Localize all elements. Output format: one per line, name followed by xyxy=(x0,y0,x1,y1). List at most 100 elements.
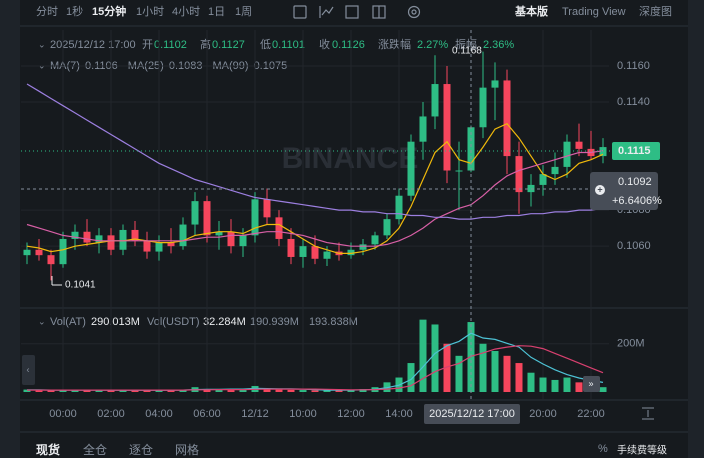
x-tick-label: 20:00 xyxy=(529,408,557,420)
scroll-right-arrow: » xyxy=(588,378,593,388)
candle-body xyxy=(215,231,223,236)
interval-button[interactable]: 4小时 xyxy=(172,5,200,18)
volume-bar xyxy=(179,389,187,392)
candle-body xyxy=(563,141,571,167)
header-label: 低 xyxy=(260,38,271,51)
fee-level[interactable]: 手续费等级 xyxy=(617,444,667,457)
candle-body xyxy=(83,231,91,243)
settings-icon[interactable] xyxy=(407,5,421,19)
view-button[interactable]: Trading View xyxy=(562,6,626,18)
candle-body xyxy=(551,166,559,175)
volume-bar xyxy=(467,322,475,392)
candle-body xyxy=(383,219,391,236)
interval-button[interactable]: 1小时 xyxy=(136,5,164,18)
fee-icon[interactable]: % xyxy=(598,443,608,455)
candle-body xyxy=(191,201,199,225)
indicator-icon[interactable] xyxy=(345,5,359,19)
header-label: 涨跌幅 xyxy=(378,37,411,51)
view-button[interactable]: 深度图 xyxy=(639,4,672,18)
volume-bar xyxy=(599,387,607,392)
last-price: 0.1115 xyxy=(618,145,650,157)
volume-bar xyxy=(59,389,67,392)
header-label: 开 xyxy=(142,39,153,51)
volume-ma-line xyxy=(27,345,604,391)
legend-value: 290.013M xyxy=(91,316,140,328)
tab[interactable]: 网格 xyxy=(175,442,199,457)
volume-bar xyxy=(299,390,307,392)
volume-bar xyxy=(347,389,355,392)
view-button-active[interactable]: 基本版 xyxy=(514,4,548,18)
x-tick-label: 12:00 xyxy=(337,408,365,420)
y-tick-label: 200M xyxy=(617,338,645,350)
candle-body xyxy=(227,231,235,247)
scroll-left-button[interactable] xyxy=(22,355,35,385)
volume-bar xyxy=(419,319,427,392)
candle-body xyxy=(419,116,427,142)
volume-bar xyxy=(443,343,451,392)
candle-body xyxy=(155,242,163,252)
collapse-arrow[interactable]: ⌄ xyxy=(38,316,46,326)
calendar-icon[interactable] xyxy=(293,5,307,19)
volume-bar xyxy=(131,390,139,392)
volume-bar xyxy=(143,390,151,392)
candle-body xyxy=(263,199,271,218)
candle-body xyxy=(467,127,475,171)
candle-body xyxy=(479,87,487,128)
volume-bar xyxy=(119,390,127,392)
volume-bar xyxy=(227,390,235,392)
volume-bar xyxy=(455,355,463,392)
add-order-plus: + xyxy=(597,184,602,194)
collapse-arrow[interactable]: ⌄ xyxy=(38,60,46,70)
header-value: 2.27% xyxy=(417,39,448,51)
candle-body xyxy=(59,238,67,265)
candle-body xyxy=(47,255,55,265)
y-tick-label: 0.1060 xyxy=(617,240,651,252)
volume-bar xyxy=(23,389,31,392)
crosshair-price-tag xyxy=(590,172,658,210)
tab-active[interactable]: 现货 xyxy=(36,442,60,457)
interval-button[interactable]: 1秒 xyxy=(66,4,83,18)
interval-button[interactable]: 分时 xyxy=(36,5,58,18)
legend-value: 193.838M xyxy=(309,316,358,328)
candle-body xyxy=(299,246,307,257)
settings-icon-center xyxy=(411,9,417,15)
volume-bar xyxy=(215,389,223,392)
candle-body xyxy=(251,199,259,236)
x-tick-label: 10:00 xyxy=(289,408,317,420)
candle-body xyxy=(287,238,295,257)
tab[interactable]: 全仓 xyxy=(83,442,107,457)
volume-bar xyxy=(491,351,499,392)
volume-bar xyxy=(359,389,367,392)
candle-body xyxy=(359,244,367,250)
min-price-label: 0.1041 xyxy=(65,280,96,291)
volume-bar xyxy=(83,390,91,392)
x-tick-label: 04:00 xyxy=(145,408,173,420)
collapse-arrow[interactable]: ⌄ xyxy=(38,39,46,49)
ohlc-header: ⌄ 2025/12/12 17:00 开 0.1102 高 0.1127 低 0… xyxy=(38,37,514,51)
tab[interactable]: 逐仓 xyxy=(129,443,153,457)
header-value: 0.1102 xyxy=(154,39,187,51)
scroll-right-button[interactable] xyxy=(583,376,600,392)
interval-button[interactable]: 1周 xyxy=(235,5,252,18)
interval-button-active[interactable]: 15分钟 xyxy=(92,4,126,18)
volume-bar xyxy=(155,390,163,392)
volume-bar xyxy=(107,390,115,392)
y-tick-label: 0.1140 xyxy=(617,96,650,108)
crosshair-price: 0.1092 xyxy=(618,176,652,188)
header-time: 2025/12/12 17:00 xyxy=(50,39,136,51)
y-tick-label: 0.1160 xyxy=(617,60,650,72)
line-icon xyxy=(321,6,334,16)
header-label: 高 xyxy=(200,37,211,51)
volume-bar xyxy=(515,363,523,392)
volume-bar xyxy=(323,390,331,392)
interval-button[interactable]: 1日 xyxy=(208,6,225,18)
candle-body xyxy=(347,249,355,256)
candle-body xyxy=(503,80,511,157)
volume-bar xyxy=(527,372,535,392)
legend-name: Vol(USDT) xyxy=(147,316,200,328)
volume-bar xyxy=(71,390,79,392)
volume-bar xyxy=(335,390,343,392)
legend-name: Vol(AT) xyxy=(50,316,86,328)
add-order-icon[interactable] xyxy=(595,185,605,195)
volume-bar xyxy=(431,324,439,392)
